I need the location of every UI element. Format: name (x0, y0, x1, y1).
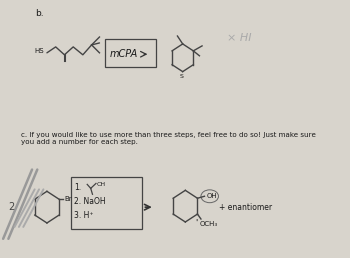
Bar (71, 178, 142, 229)
Text: CH: CH (97, 182, 106, 187)
Text: OCH₃: OCH₃ (200, 221, 218, 227)
Text: 2. NaOH: 2. NaOH (74, 197, 106, 206)
Text: b.: b. (35, 9, 43, 18)
Bar (105, 39, 155, 67)
Text: Br: Br (64, 196, 72, 202)
Text: ': ' (196, 219, 198, 228)
Text: OH: OH (206, 193, 217, 199)
Text: 2: 2 (8, 202, 15, 212)
Text: mCPA: mCPA (110, 49, 138, 59)
Text: c. If you would like to use more than three steps, feel free to do so! Just make: c. If you would like to use more than th… (21, 132, 316, 145)
Text: × HI: × HI (228, 33, 252, 43)
Text: 3. H⁺: 3. H⁺ (74, 211, 93, 220)
Text: + enantiomer: + enantiomer (219, 203, 272, 212)
Text: 1.: 1. (74, 183, 81, 192)
Text: S: S (180, 74, 184, 79)
Text: HS: HS (35, 48, 44, 54)
